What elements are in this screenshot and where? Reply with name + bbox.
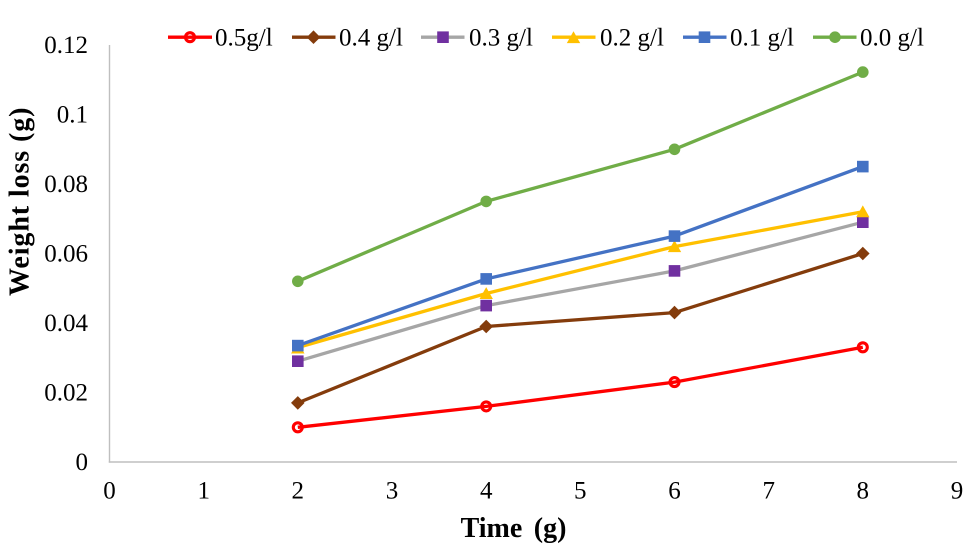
svg-text:2: 2: [292, 478, 305, 505]
svg-text:7: 7: [762, 478, 775, 505]
svg-text:0.08: 0.08: [44, 171, 88, 198]
svg-text:9: 9: [951, 478, 964, 505]
svg-text:0: 0: [76, 449, 89, 476]
svg-text:5: 5: [574, 478, 587, 505]
svg-text:6: 6: [668, 478, 681, 505]
svg-text:0.04: 0.04: [44, 310, 88, 337]
svg-text:0.02: 0.02: [44, 380, 88, 407]
svg-text:0.5g/l: 0.5g/l: [215, 24, 273, 51]
svg-text:0.2 g/l: 0.2 g/l: [600, 24, 664, 51]
svg-text:0.3 g/l: 0.3 g/l: [469, 24, 533, 51]
svg-text:Time (g): Time (g): [461, 513, 567, 544]
svg-text:0.0 g/l: 0.0 g/l: [860, 24, 924, 51]
svg-text:0.1 g/l: 0.1 g/l: [730, 24, 794, 51]
svg-text:0.06: 0.06: [44, 241, 88, 268]
svg-text:8: 8: [857, 478, 870, 505]
svg-text:0: 0: [103, 478, 116, 505]
svg-text:3: 3: [386, 478, 399, 505]
svg-text:0.12: 0.12: [44, 32, 88, 59]
svg-text:4: 4: [480, 478, 493, 505]
svg-text:Weight loss (g): Weight loss (g): [5, 107, 36, 296]
svg-text:0.4 g/l: 0.4 g/l: [339, 24, 403, 51]
svg-text:0.1: 0.1: [57, 102, 88, 129]
svg-text:1: 1: [197, 478, 210, 505]
